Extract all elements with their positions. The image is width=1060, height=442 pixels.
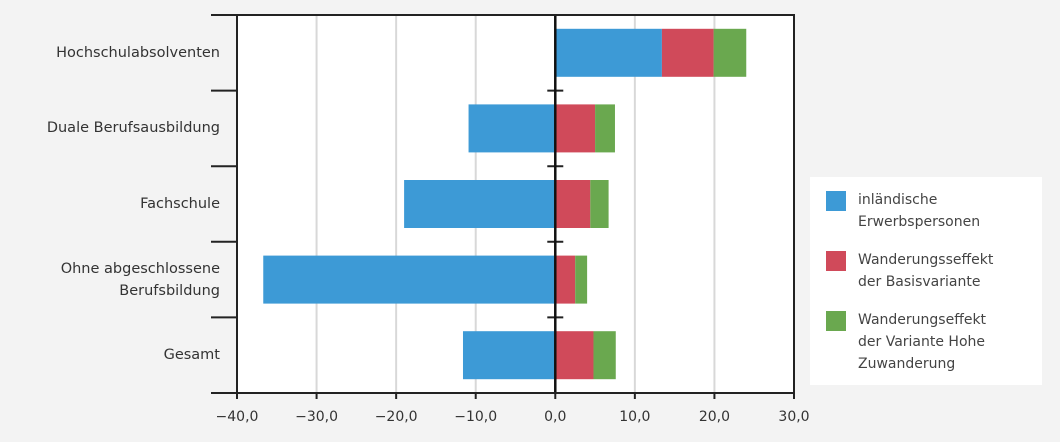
x-tick-label: −40,0 (216, 409, 259, 425)
bar-segment (593, 331, 616, 380)
x-tick-label: 10,0 (619, 409, 650, 425)
legend-label: Wanderungsseffekt der Basisvariante (858, 252, 994, 290)
bar-segment (462, 331, 556, 380)
legend-label: Wanderungseffekt der Variante Hohe Zuwan… (858, 312, 987, 372)
bar-segment (555, 28, 662, 77)
x-tick-label: 20,0 (699, 409, 730, 425)
bar-segment (404, 180, 556, 228)
y-tick-label: Fachschule (140, 196, 220, 212)
legend-swatch (826, 251, 846, 271)
legend: inländische Erwerbspersonen Wanderungssef… (810, 177, 1042, 385)
bar-segment (555, 255, 576, 304)
legend-item: Wanderungseffekt der Variante Hohe Zuwan… (826, 309, 1008, 375)
y-tick-label: Hochschulabsolventen (56, 44, 220, 61)
bar-segment (575, 255, 588, 304)
y-tick-label: Ohne abgeschlossene Berufsbildung (60, 260, 220, 299)
bar-segment (555, 331, 594, 380)
legend-label: inländische Erwerbspersonen (858, 192, 981, 230)
legend-item: inländische Erwerbspersonen (826, 189, 1008, 233)
bar-segment (713, 28, 747, 77)
x-tick-label: −10,0 (454, 409, 497, 425)
bar-segment (590, 180, 609, 228)
bar-segment (263, 255, 556, 304)
x-tick-label: −20,0 (375, 409, 418, 425)
y-tick-label: Gesamt (163, 347, 220, 364)
legend-swatch (826, 311, 846, 331)
bar-segment (468, 104, 556, 153)
x-tick-label: 0,0 (544, 409, 566, 425)
x-tick-label: 30,0 (778, 409, 809, 425)
bar-segment (555, 180, 591, 228)
legend-item: Wanderungsseffekt der Basisvariante (826, 249, 1008, 293)
x-tick-label: −30,0 (295, 409, 338, 425)
y-tick-label: Duale Berufsausbildung (46, 120, 220, 137)
bar-segment (595, 104, 615, 153)
plot-frame (236, 14, 795, 394)
bar-segment (555, 104, 596, 153)
bar-segment (661, 28, 714, 77)
legend-swatch (826, 191, 846, 211)
